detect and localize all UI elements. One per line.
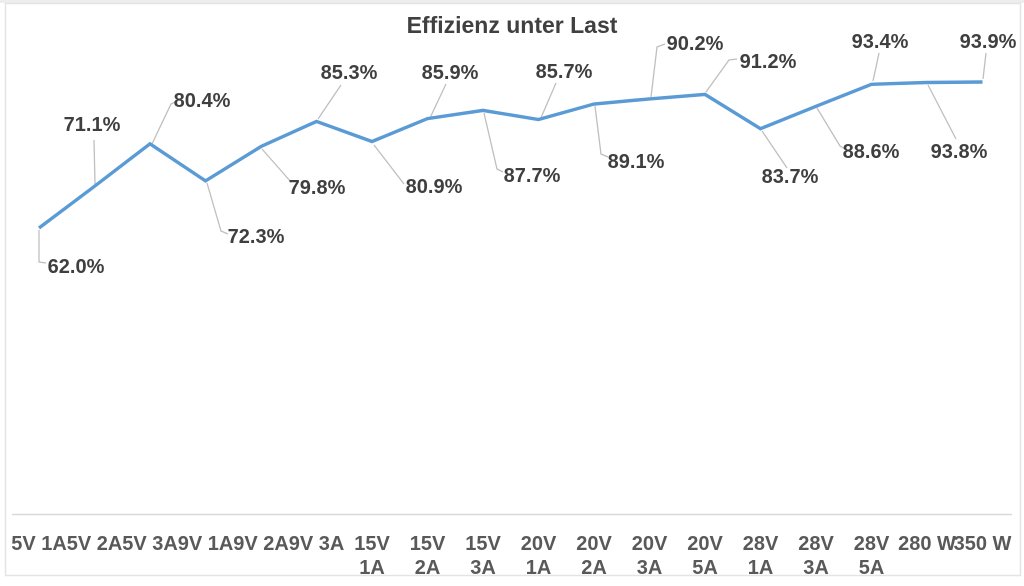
data-label: 80.9% [406,176,463,198]
x-axis-group: 5V 1A 5V 2A 5V 3A 9V 1A 9V 2A 9V 3A 15V 1A 15V 2A… [11,513,1012,579]
leader-line [761,130,788,169]
leader-line [483,112,504,173]
chart-frame-border [4,2,1022,577]
x-axis-label: 20V 3A [632,533,668,579]
leader-line [261,148,292,183]
x-axis-label: 20V 1A [521,533,557,579]
x-axis-label: 20V 2A [576,533,612,579]
x-axis-label: 280 W [898,533,956,555]
x-axis-label: 9V 1A [178,533,234,555]
data-label: 79.8% [289,177,346,199]
x-axis-label: 5V 3A [122,533,178,555]
leader-line [982,52,987,80]
leader-line [539,82,557,121]
data-label: 88.6% [843,141,900,163]
leader-lines-group [38,43,987,264]
leader-line [872,52,880,82]
x-axis-label: 350 W [954,533,1012,555]
leader-line [650,43,666,98]
chart-title: Effizienz unter Last [407,12,618,38]
data-label: 85.3% [321,62,378,84]
data-label: 85.9% [422,62,479,84]
leader-line [38,230,47,264]
data-label: 93.8% [931,141,988,163]
data-label: 80.4% [174,90,231,112]
leader-line [428,83,447,121]
series-line [37,80,983,230]
data-label: 71.1% [64,114,121,136]
leader-line [927,84,957,140]
leader-line [317,84,342,120]
data-labels-group: 62.0% 71.1% 80.4% 72.3% 79.8% 85.3% 80.9% 85.9%… [48,31,1017,278]
leader-line [705,58,738,93]
data-label: 93.4% [852,31,909,53]
leader-line [373,144,405,185]
x-axis-label: 15V 3A [465,533,501,579]
data-label: 85.7% [536,61,593,83]
x-axis-label: 9V 3A [289,533,345,555]
data-label: 83.7% [762,166,819,188]
x-axis-label: 28V 5A [854,533,890,579]
x-axis-label: 28V 1A [743,533,779,579]
data-label: 89.1% [608,151,665,173]
data-label: 87.7% [504,165,561,187]
x-axis-label: 20V 5A [687,533,723,579]
x-axis-label: 15V 2A [410,533,446,579]
x-axis-label: 15V 1A [354,533,390,579]
leader-line [206,182,229,235]
data-label: 62.0% [48,256,105,278]
leader-line [150,100,178,147]
leader-line [816,107,846,150]
x-axis-label: 9V 2A [233,533,289,555]
data-label: 91.2% [740,51,797,73]
leader-line [93,139,96,185]
leader-line [594,105,609,158]
x-axis-label: 28V 3A [798,533,834,579]
page-top-edge [0,0,1024,3]
data-label: 90.2% [667,33,724,55]
x-axis-label: 5V 2A [67,533,123,555]
series-group [37,80,983,230]
data-label: 93.9% [960,31,1017,53]
x-axis-label: 5V 1A [11,533,67,555]
data-label: 72.3% [228,226,285,248]
